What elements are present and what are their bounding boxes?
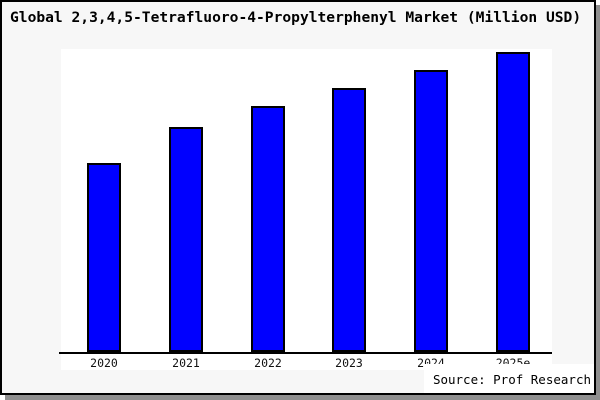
bar-2022 (251, 106, 285, 352)
x-tick-2023: 2023 (335, 356, 363, 370)
bar-2024 (414, 70, 448, 352)
bar-2023 (332, 88, 366, 352)
x-tick-2022: 2022 (254, 356, 282, 370)
bar-2020 (87, 163, 121, 352)
x-tick-2020: 2020 (90, 356, 118, 370)
plot-area: 2020 2021 2022 2023 2024 2025e (59, 49, 552, 370)
chart-title: Global 2,3,4,5-Tetrafluoro-4-Propylterph… (10, 9, 582, 26)
bar-2025e (496, 52, 530, 352)
x-axis-line (59, 352, 552, 354)
bar-2021 (169, 127, 203, 352)
x-tick-2021: 2021 (172, 356, 200, 370)
source-credit: Source: Prof Research (424, 364, 594, 393)
